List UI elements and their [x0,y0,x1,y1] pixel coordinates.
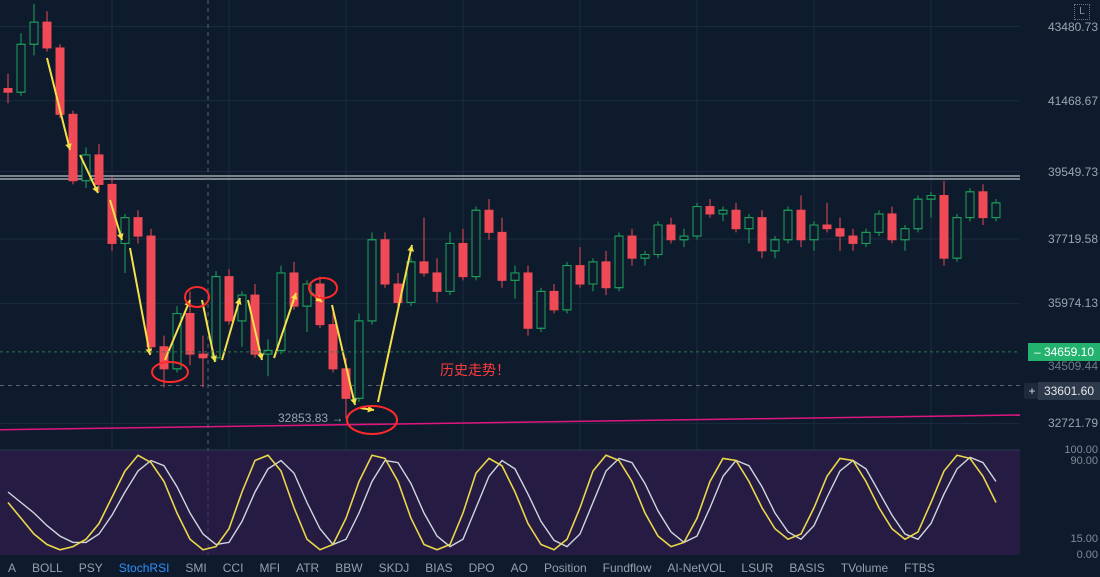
indicator-tab-atr[interactable]: ATR [296,561,319,575]
annotation-history-trend: 历史走势！ [440,360,510,380]
indicator-tab-stochrsi[interactable]: StochRSI [119,561,170,575]
indicator-tick-label: 90.00 [1070,455,1098,467]
prev-price-label: 34509.44 [1048,359,1098,373]
indicator-tab-boll[interactable]: BOLL [32,561,63,575]
indicator-tab-psy[interactable]: PSY [79,561,103,575]
indicator-tab-lsur[interactable]: LSUR [741,561,773,575]
indicator-tab-ao[interactable]: AO [511,561,528,575]
low-price-tip: 32853.83 → [278,411,343,425]
y-tick-label: 35974.13 [1048,296,1098,310]
y-tick-label: 39549.73 [1048,165,1098,179]
indicator-tab-ftbs[interactable]: FTBS [904,561,935,575]
indicator-tab-dpo[interactable]: DPO [469,561,495,575]
crosshair-price-badge: 33601.60 [1038,382,1100,400]
indicator-tab-fundflow[interactable]: Fundflow [603,561,652,575]
chart-svg [0,0,1100,577]
indicator-tab-skdj[interactable]: SKDJ [379,561,410,575]
indicator-tick-label: 100.00 [1064,444,1098,456]
y-tick-label: 41468.67 [1048,94,1098,108]
indicator-tab-basis[interactable]: BASIS [789,561,824,575]
y-tick-label: 37719.58 [1048,232,1098,246]
indicator-tab-bar[interactable]: A BOLL PSY StochRSI SMI CCI MFI ATR BBW SKDJ BIAS D… [0,559,1020,577]
log-scale-icon[interactable]: L [1074,4,1090,20]
indicator-tab-bias[interactable]: BIAS [425,561,452,575]
indicator-tab-mfi[interactable]: MFI [259,561,280,575]
indicator-tab-bbw[interactable]: BBW [335,561,362,575]
y-tick-label: 43480.73 [1048,20,1098,34]
y-tick-label: 32721.79 [1048,416,1098,430]
indicator-tab-cci[interactable]: CCI [223,561,244,575]
indicator-tick-label: 15.00 [1070,533,1098,545]
indicator-tab-smi[interactable]: SMI [185,561,206,575]
indicator-tab-position[interactable]: Position [544,561,587,575]
indicator-tab-a[interactable]: A [8,561,16,575]
indicator-tick-label: 0.00 [1077,549,1098,561]
indicator-tab-tvolume[interactable]: TVolume [841,561,888,575]
indicator-tab-ai-netvol[interactable]: AI-NetVOL [667,561,725,575]
